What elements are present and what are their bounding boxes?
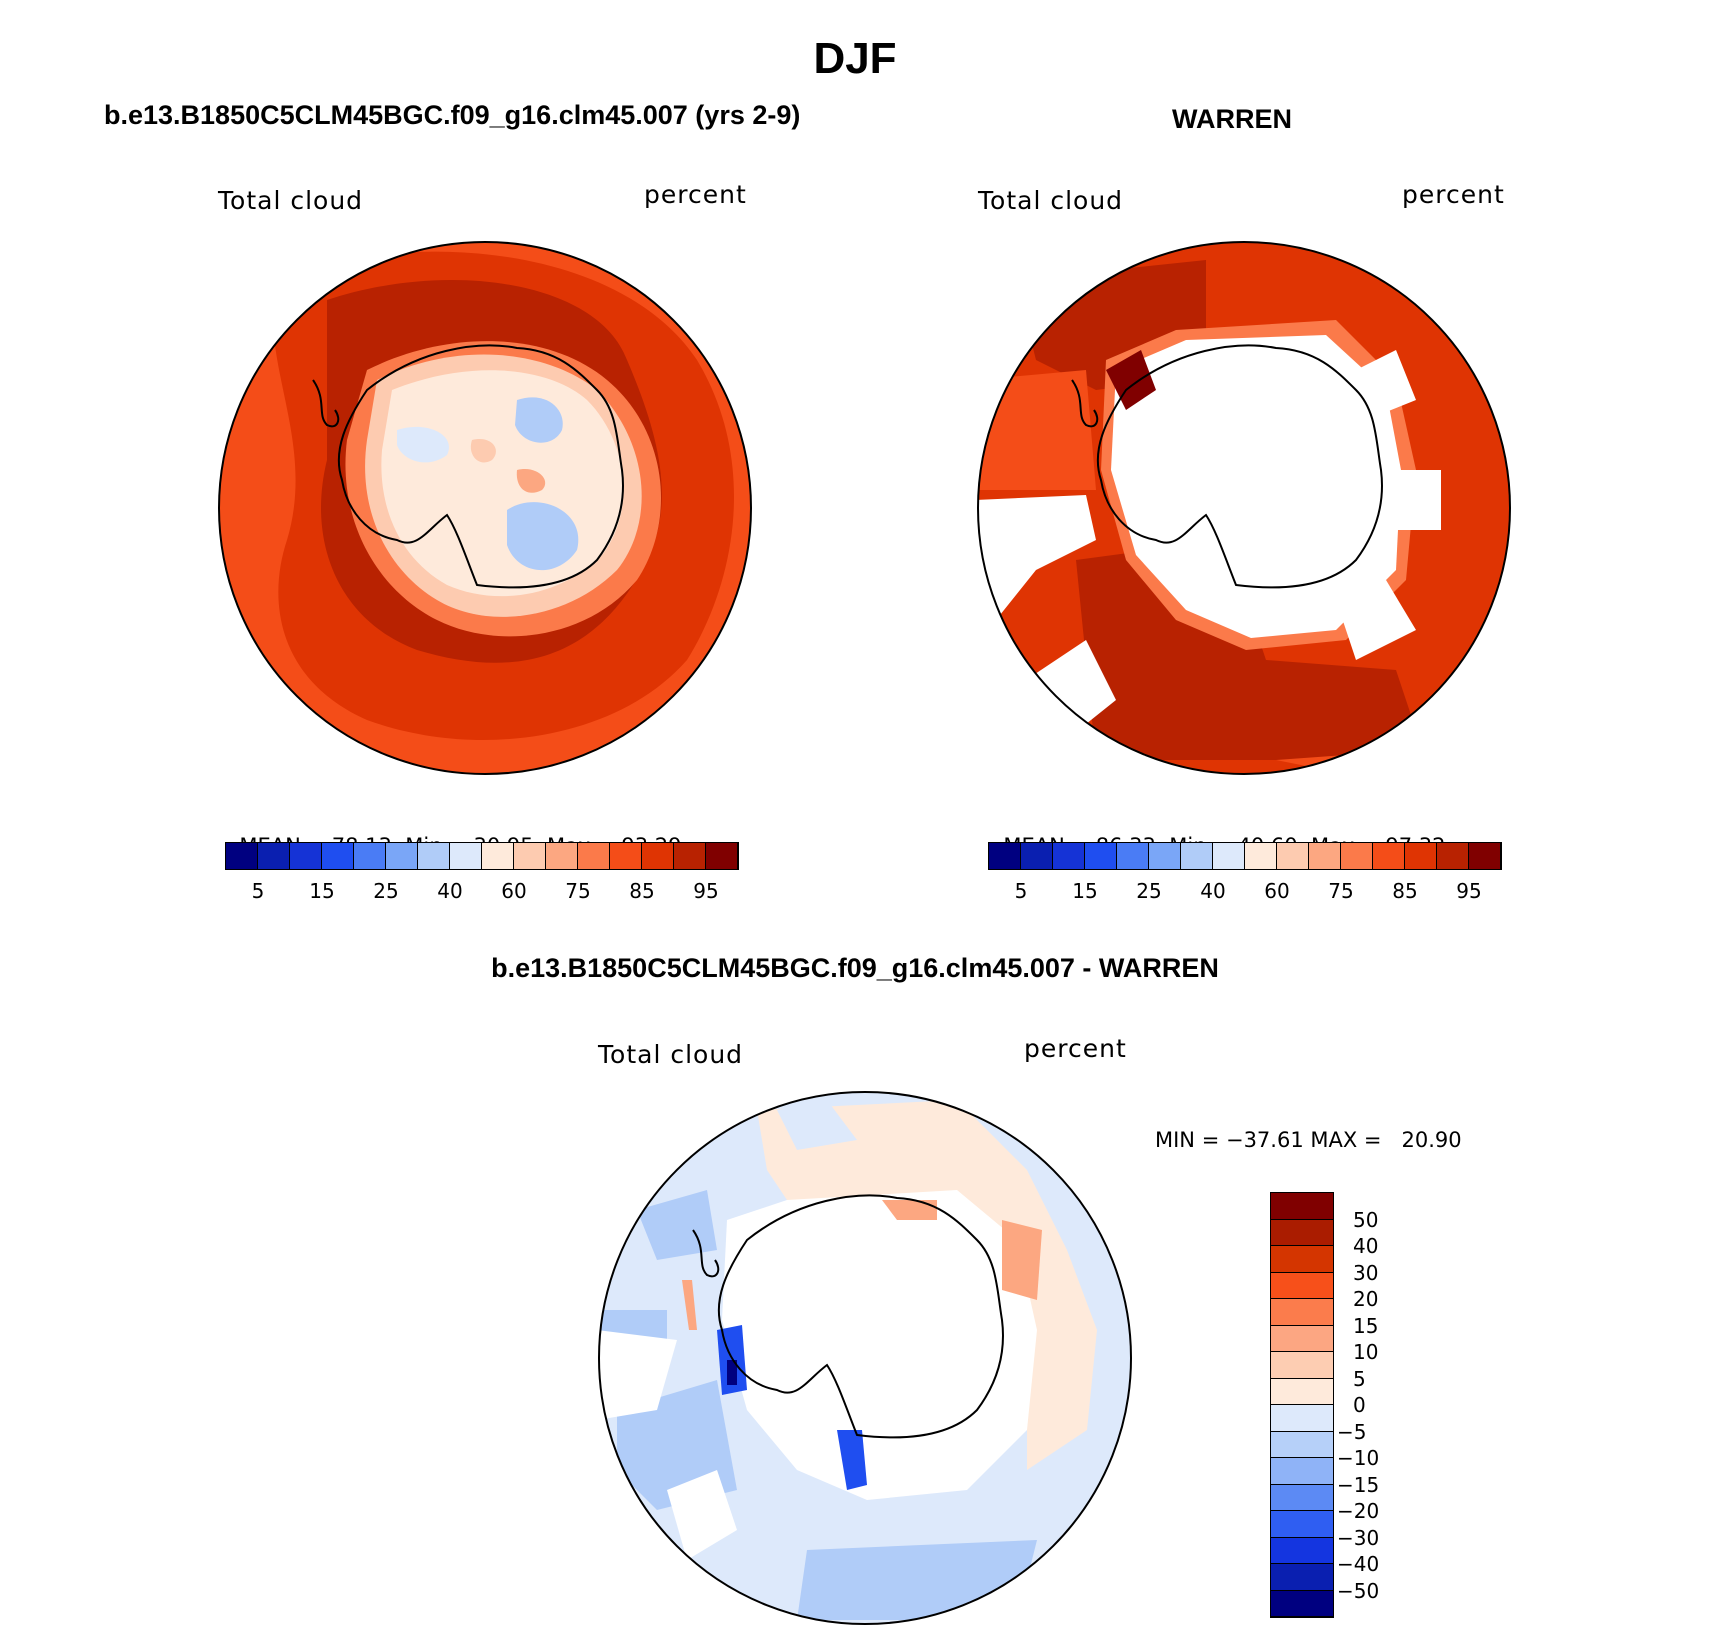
panel-2-heading: WARREN bbox=[1172, 104, 1292, 134]
panel-1-units-label: percent bbox=[644, 180, 747, 209]
panel-2-units-label: percent bbox=[1402, 180, 1505, 209]
colorbar-swatch bbox=[1021, 843, 1053, 869]
colorbar-swatch bbox=[1405, 843, 1437, 869]
colorbar-swatch bbox=[1271, 1219, 1333, 1246]
colorbar-swatch bbox=[514, 843, 546, 869]
colorbar-tick-label: −50 bbox=[1337, 1578, 1380, 1603]
colorbar-swatch bbox=[1271, 1564, 1333, 1591]
colorbar-tick-label: −10 bbox=[1337, 1446, 1380, 1470]
panel-2-map bbox=[977, 241, 1511, 775]
colorbar-tick-label: 5 bbox=[1353, 1366, 1366, 1391]
panel-3-heading: b.e13.B1850C5CLM45BGC.f09_g16.clm45.007 … bbox=[491, 953, 1219, 983]
colorbar-swatch bbox=[418, 843, 450, 869]
colorbar-tick-label: 15 bbox=[1072, 879, 1098, 903]
colorbar-swatch bbox=[1149, 843, 1181, 869]
colorbar-swatch bbox=[1271, 1431, 1333, 1458]
colorbar-swatch bbox=[1245, 843, 1277, 869]
colorbar-swatch bbox=[1271, 1511, 1333, 1538]
colorbar-tick-label: −30 bbox=[1337, 1525, 1380, 1550]
colorbar-swatch bbox=[1181, 843, 1213, 869]
page-title: DJF bbox=[813, 34, 897, 83]
colorbar-tick-label: 15 bbox=[1353, 1313, 1379, 1338]
colorbar-swatch bbox=[1469, 843, 1501, 869]
colorbar-swatch bbox=[1341, 843, 1373, 869]
panel-1-field-label: Total cloud bbox=[218, 186, 364, 215]
colorbar-swatch bbox=[674, 843, 706, 869]
colorbar-swatch bbox=[1271, 1246, 1333, 1273]
colorbar-tick-label: 40 bbox=[1353, 1234, 1379, 1258]
colorbar-tick-label: 5 bbox=[1014, 879, 1028, 903]
colorbar-swatch bbox=[642, 843, 674, 869]
colorbar-tick-label: −5 bbox=[1337, 1419, 1367, 1444]
colorbar-swatch bbox=[1277, 843, 1309, 869]
colorbar-swatch bbox=[1271, 1299, 1333, 1326]
colorbar-swatch bbox=[1271, 1484, 1333, 1511]
panel-3-map bbox=[598, 1091, 1132, 1625]
colorbar-tick-label: −40 bbox=[1337, 1552, 1380, 1576]
colorbar-swatch bbox=[354, 843, 386, 869]
panel-3-units-label: percent bbox=[1024, 1034, 1127, 1063]
colorbar-tick-label: 40 bbox=[437, 879, 463, 903]
colorbar-tick-label: 20 bbox=[1353, 1287, 1379, 1311]
colorbar-tick-label: 60 bbox=[1264, 879, 1290, 903]
colorbar-swatch bbox=[1373, 843, 1405, 869]
colorbar-swatch bbox=[386, 843, 418, 869]
colorbar-tick-label: 0 bbox=[1353, 1393, 1366, 1417]
colorbar-swatch bbox=[706, 843, 738, 869]
colorbar-tick-label: 85 bbox=[1392, 879, 1418, 903]
colorbar-tick-label: 25 bbox=[373, 879, 399, 903]
colorbar-swatch bbox=[1271, 1352, 1333, 1379]
colorbar-swatch bbox=[1085, 843, 1117, 869]
colorbar-swatch bbox=[610, 843, 642, 869]
colorbar-swatch bbox=[450, 843, 482, 869]
colorbar-tick-label: 95 bbox=[1456, 879, 1482, 903]
colorbar-swatch bbox=[1213, 843, 1245, 869]
colorbar-tick-label: 85 bbox=[629, 879, 655, 903]
panel-2-colorbar: 5 15 25 40 60 75 85 95 bbox=[988, 842, 1502, 903]
colorbar-tick-label: 5 bbox=[251, 879, 265, 903]
colorbar-tick-label: −20 bbox=[1337, 1499, 1380, 1523]
colorbar-tick-label: −15 bbox=[1337, 1472, 1380, 1497]
colorbar-swatch bbox=[1053, 843, 1085, 869]
colorbar-swatch bbox=[989, 843, 1021, 869]
colorbar-swatch bbox=[1309, 843, 1341, 869]
colorbar-tick-label: 40 bbox=[1200, 879, 1226, 903]
panel-3-colorbar: 50 40 30 20 15 10 5 0 −5 −10 −15 −20 −30 −40 −50 bbox=[1270, 1192, 1379, 1618]
panel-3-stats: MIN = −37.61 MAX = 20.90 bbox=[1155, 1128, 1462, 1152]
colorbar-tick-label: 50 bbox=[1353, 1207, 1379, 1232]
colorbar-swatch bbox=[1117, 843, 1149, 869]
panel-2-field-label: Total cloud bbox=[978, 186, 1124, 215]
colorbar-swatch bbox=[482, 843, 514, 869]
panel-1-map bbox=[218, 241, 752, 775]
colorbar-tick-label: 10 bbox=[1353, 1340, 1379, 1364]
colorbar-swatch bbox=[1271, 1272, 1333, 1299]
panel-1-colorbar: 5 15 25 40 60 75 85 95 bbox=[225, 842, 739, 903]
colorbar-tick-label: 15 bbox=[309, 879, 335, 903]
colorbar-tick-label: 60 bbox=[501, 879, 527, 903]
colorbar-swatch bbox=[322, 843, 354, 869]
colorbar-tick-label: 75 bbox=[565, 879, 591, 903]
colorbar-swatch bbox=[578, 843, 610, 869]
colorbar-swatch bbox=[1437, 843, 1469, 869]
colorbar-swatch bbox=[226, 843, 258, 869]
colorbar-swatch bbox=[258, 843, 290, 869]
panel-3-field-label: Total cloud bbox=[598, 1040, 744, 1069]
colorbar-swatch bbox=[290, 843, 322, 869]
colorbar-tick-label: 75 bbox=[1328, 879, 1354, 903]
colorbar-swatch bbox=[1271, 1325, 1333, 1352]
colorbar-swatch bbox=[1271, 1405, 1333, 1432]
colorbar-tick-label: 30 bbox=[1353, 1260, 1379, 1285]
colorbar-swatch bbox=[1271, 1537, 1333, 1564]
panel-1-heading: b.e13.B1850C5CLM45BGC.f09_g16.clm45.007 … bbox=[104, 100, 801, 130]
colorbar-tick-label: 95 bbox=[693, 879, 719, 903]
colorbar-swatch bbox=[1271, 1193, 1333, 1220]
colorbar-swatch bbox=[1271, 1590, 1333, 1617]
colorbar-swatch bbox=[546, 843, 578, 869]
colorbar-tick-label: 25 bbox=[1136, 879, 1162, 903]
colorbar-swatch bbox=[1271, 1458, 1333, 1485]
colorbar-swatch bbox=[1271, 1378, 1333, 1405]
